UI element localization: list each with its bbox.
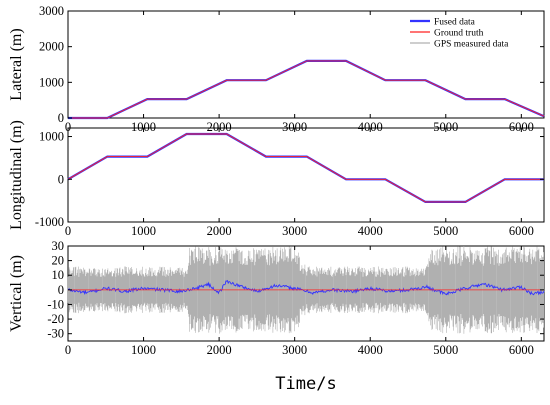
y-tick-label: 0 [58, 283, 64, 297]
x-tick-label: 6000 [509, 120, 534, 134]
x-tick-label: 4000 [358, 224, 383, 238]
x-tick-label: 4000 [358, 120, 383, 134]
y-tick-label: 0 [58, 172, 64, 186]
x-tick-label: 3000 [282, 224, 307, 238]
plot-frame-longitudinal [67, 127, 545, 223]
y-tick-label: -30 [47, 327, 64, 341]
plot-frame-lateral [67, 10, 545, 119]
y-axis-title-lateral: Lateral (m) [8, 28, 25, 100]
x-tick-label: 0 [65, 343, 71, 357]
series-ground-truth-lateral [68, 60, 545, 119]
y-axis-title-vertical: Vertical (m) [8, 255, 25, 332]
y-tick-label: 1000 [39, 130, 64, 144]
series-fused-data-lateral [68, 59, 545, 120]
x-tick-label: 5000 [433, 224, 458, 238]
x-tick-label: 2000 [207, 120, 232, 134]
series-fused-data-vertical [67, 279, 545, 296]
y-tick-label: 0 [58, 111, 64, 125]
y-tick-label: -10 [47, 297, 64, 311]
x-tick-label: 2000 [207, 224, 232, 238]
legend-entry: GPS measured data [434, 40, 509, 50]
y-tick-label: 30 [52, 239, 65, 253]
x-tick-label: 6000 [509, 224, 534, 238]
y-tick-label: 10 [52, 268, 65, 282]
y-tick-label: 20 [52, 254, 65, 268]
y-axis-title-longitudinal: Longitudinal (m) [8, 120, 25, 230]
x-tick-label: 0 [65, 120, 71, 134]
y-tick-label: 3000 [39, 4, 64, 18]
x-tick-label: 6000 [509, 343, 534, 357]
series-ground-truth-longitudinal [67, 133, 544, 203]
x-tick-label: 4000 [358, 343, 383, 357]
x-tick-label: 1000 [131, 120, 156, 134]
legend-entry: Ground truth [434, 29, 484, 39]
y-tick-label: 1000 [39, 75, 64, 89]
x-tick-label: 2000 [207, 343, 232, 357]
x-tick-label: 1000 [131, 343, 156, 357]
x-tick-label: 3000 [282, 120, 307, 134]
y-tick-label: 2000 [39, 40, 64, 54]
x-tick-label: 3000 [282, 343, 307, 357]
x-axis-title: Time/s [275, 374, 336, 394]
y-tick-label: -1000 [35, 215, 64, 229]
y-tick-label: -20 [47, 312, 64, 326]
x-tick-label: 1000 [131, 224, 156, 238]
x-tick-label: 5000 [433, 343, 458, 357]
x-tick-label: 0 [65, 224, 71, 238]
series-fused-data-longitudinal [67, 132, 544, 203]
legend-entry: Fused data [434, 18, 476, 28]
x-tick-label: 5000 [433, 120, 458, 134]
